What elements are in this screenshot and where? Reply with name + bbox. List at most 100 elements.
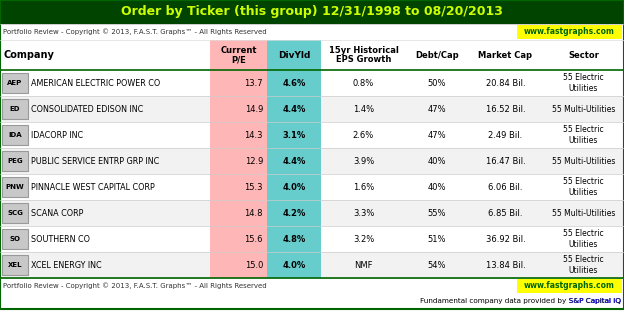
Bar bbox=[210, 70, 267, 96]
Bar bbox=[267, 70, 321, 96]
Text: NMF: NMF bbox=[354, 261, 373, 269]
Text: 14.9: 14.9 bbox=[245, 105, 263, 113]
Bar bbox=[2, 229, 28, 249]
Text: PINNACLE WEST CAPITAL CORP: PINNACLE WEST CAPITAL CORP bbox=[31, 183, 155, 191]
Text: DivYld: DivYld bbox=[278, 50, 310, 60]
Text: AMERICAN ELECTRIC POWER CO: AMERICAN ELECTRIC POWER CO bbox=[31, 79, 160, 87]
Text: 6.06 Bil.: 6.06 Bil. bbox=[488, 183, 523, 191]
Text: IDA: IDA bbox=[8, 132, 22, 138]
Bar bbox=[2, 125, 28, 145]
Bar bbox=[0, 70, 624, 96]
Text: 4.4%: 4.4% bbox=[282, 105, 306, 113]
Text: 47%: 47% bbox=[427, 131, 446, 139]
Text: 12.9: 12.9 bbox=[245, 157, 263, 165]
Bar bbox=[2, 73, 28, 93]
Bar bbox=[0, 226, 624, 252]
Text: 3.1%: 3.1% bbox=[283, 131, 306, 139]
Text: 14.8: 14.8 bbox=[245, 209, 263, 217]
Text: SO: SO bbox=[9, 236, 21, 242]
Bar bbox=[0, 122, 624, 148]
Text: 1.4%: 1.4% bbox=[353, 105, 374, 113]
Text: 13.7: 13.7 bbox=[245, 79, 263, 87]
Text: SOUTHERN CO: SOUTHERN CO bbox=[31, 235, 90, 243]
Bar bbox=[210, 226, 267, 252]
Bar bbox=[2, 99, 28, 119]
Text: Fundamental company data provided by S&P Capital IQ: Fundamental company data provided by S&P… bbox=[420, 299, 621, 305]
Text: S&P Capital IQ: S&P Capital IQ bbox=[568, 299, 621, 305]
Bar bbox=[2, 203, 28, 223]
Text: 0.8%: 0.8% bbox=[353, 79, 374, 87]
Text: 55 Electric
Utilities: 55 Electric Utilities bbox=[563, 255, 604, 275]
Bar bbox=[210, 122, 267, 148]
Bar bbox=[267, 96, 321, 122]
Text: 55 Multi-Utilities: 55 Multi-Utilities bbox=[552, 157, 615, 165]
Text: 4.6%: 4.6% bbox=[282, 79, 306, 87]
Bar bbox=[267, 40, 321, 70]
Text: 55%: 55% bbox=[427, 209, 446, 217]
Bar bbox=[0, 148, 624, 174]
Text: IDACORP INC: IDACORP INC bbox=[31, 131, 83, 139]
Bar bbox=[2, 177, 28, 197]
Text: 15yr Historical
EPS Growth: 15yr Historical EPS Growth bbox=[329, 46, 399, 64]
Bar bbox=[210, 200, 267, 226]
Bar bbox=[0, 0, 624, 24]
Text: CONSOLIDATED EDISON INC: CONSOLIDATED EDISON INC bbox=[31, 105, 144, 113]
Bar bbox=[0, 174, 624, 200]
Bar bbox=[0, 278, 624, 294]
Text: 4.2%: 4.2% bbox=[282, 209, 306, 217]
Bar bbox=[267, 174, 321, 200]
Text: 36.92 Bil.: 36.92 Bil. bbox=[485, 235, 525, 243]
Text: 14.3: 14.3 bbox=[245, 131, 263, 139]
Text: Market Cap: Market Cap bbox=[479, 50, 532, 60]
Text: 3.2%: 3.2% bbox=[353, 235, 374, 243]
Text: www.fastgraphs.com: www.fastgraphs.com bbox=[524, 28, 615, 36]
Bar bbox=[267, 122, 321, 148]
Bar bbox=[210, 96, 267, 122]
Text: 50%: 50% bbox=[427, 79, 446, 87]
Text: PUBLIC SERVICE ENTRP GRP INC: PUBLIC SERVICE ENTRP GRP INC bbox=[31, 157, 159, 165]
Bar bbox=[0, 96, 624, 122]
Text: 4.4%: 4.4% bbox=[282, 157, 306, 165]
Bar bbox=[517, 279, 622, 293]
Bar bbox=[2, 151, 28, 171]
Text: 4.0%: 4.0% bbox=[283, 261, 306, 269]
Bar bbox=[210, 252, 267, 278]
Bar bbox=[0, 200, 624, 226]
Text: PNW: PNW bbox=[6, 184, 24, 190]
Bar bbox=[0, 294, 624, 309]
Text: www.fastgraphs.com: www.fastgraphs.com bbox=[524, 281, 615, 290]
Text: 55 Multi-Utilities: 55 Multi-Utilities bbox=[552, 209, 615, 217]
Text: 55 Electric
Utilities: 55 Electric Utilities bbox=[563, 177, 604, 197]
Text: SCANA CORP: SCANA CORP bbox=[31, 209, 84, 217]
Text: 15.0: 15.0 bbox=[245, 261, 263, 269]
Text: SCG: SCG bbox=[7, 210, 23, 216]
Bar bbox=[0, 252, 624, 278]
Text: 4.8%: 4.8% bbox=[283, 235, 306, 243]
Text: 3.3%: 3.3% bbox=[353, 209, 374, 217]
Bar bbox=[267, 226, 321, 252]
Text: 15.3: 15.3 bbox=[245, 183, 263, 191]
Text: 16.52 Bil.: 16.52 Bil. bbox=[485, 105, 525, 113]
Text: Debt/Cap: Debt/Cap bbox=[415, 50, 459, 60]
Text: Portfolio Review - Copyright © 2013, F.A.S.T. Graphs™ - All Rights Reserved: Portfolio Review - Copyright © 2013, F.A… bbox=[3, 29, 266, 35]
Text: Portfolio Review - Copyright © 2013, F.A.S.T. Graphs™ - All Rights Reserved: Portfolio Review - Copyright © 2013, F.A… bbox=[3, 283, 266, 289]
Bar bbox=[267, 148, 321, 174]
Text: 20.84 Bil.: 20.84 Bil. bbox=[485, 79, 525, 87]
Text: PEG: PEG bbox=[7, 158, 23, 164]
Text: 3.9%: 3.9% bbox=[353, 157, 374, 165]
Text: Company: Company bbox=[4, 50, 55, 60]
Text: 4.0%: 4.0% bbox=[283, 183, 306, 191]
Bar bbox=[2, 255, 28, 275]
Bar bbox=[210, 148, 267, 174]
Text: 54%: 54% bbox=[427, 261, 446, 269]
Text: 15.6: 15.6 bbox=[245, 235, 263, 243]
Text: 47%: 47% bbox=[427, 105, 446, 113]
Text: Current
P/E: Current P/E bbox=[220, 46, 256, 64]
Bar bbox=[210, 40, 267, 70]
Bar bbox=[210, 174, 267, 200]
Text: 2.6%: 2.6% bbox=[353, 131, 374, 139]
Text: XCEL ENERGY INC: XCEL ENERGY INC bbox=[31, 261, 102, 269]
Text: 55 Electric
Utilities: 55 Electric Utilities bbox=[563, 125, 604, 145]
Text: 55 Electric
Utilities: 55 Electric Utilities bbox=[563, 73, 604, 93]
Text: 16.47 Bil.: 16.47 Bil. bbox=[485, 157, 525, 165]
